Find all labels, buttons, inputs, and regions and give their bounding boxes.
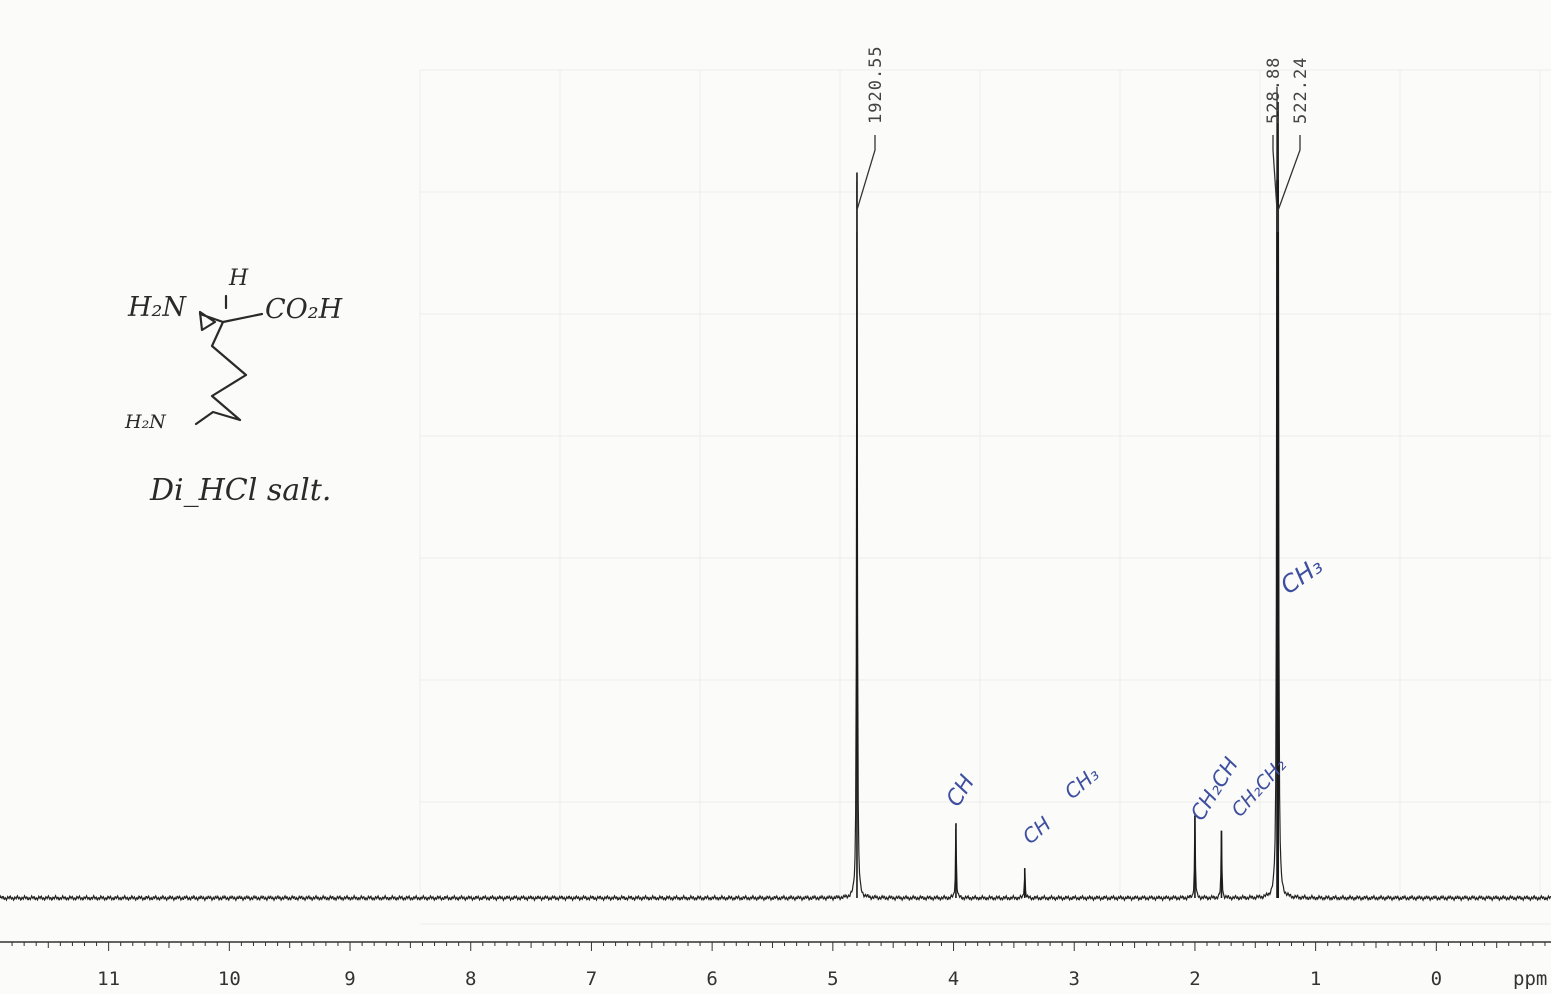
leader-line <box>1272 135 1278 232</box>
tick-label-6: 6 <box>706 968 717 990</box>
tick-label-9: 9 <box>344 968 355 990</box>
assignment-ch3-3-4: CH₃ <box>1060 762 1104 804</box>
structure-bonds <box>194 294 264 426</box>
leader-line <box>856 135 876 232</box>
assignment-ch-3-4: CH <box>1018 812 1056 849</box>
peak-label-522.24: 522.24 <box>1291 57 1311 124</box>
plot-area <box>0 86 1551 902</box>
peak-label-group: 1920.55 528.88 522.24 <box>856 45 1311 232</box>
ppm-axis: 11 10 9 8 7 6 5 4 3 2 1 0 ppm <box>0 941 1551 990</box>
peak-label-1920.55: 1920.55 <box>866 45 886 124</box>
tick-label-7: 7 <box>586 968 597 990</box>
tick-label-8: 8 <box>465 968 476 990</box>
structure-annotation: H H₂N CO₂H H₂N Di_HCl salt. <box>124 266 343 508</box>
tick-label-2: 2 <box>1189 968 1200 990</box>
assignment-ch3-1-3: CH₃ <box>1275 551 1327 599</box>
structure-side-amine-label: H₂N <box>124 411 167 433</box>
faint-background-grid <box>419 69 1551 925</box>
assignment-ch-4-0: CH <box>942 771 980 811</box>
structure-amine-label: H₂N <box>127 292 187 323</box>
peak-assignments: CH CH CH₃ CH₂CH CH₂CH₂ CH₃ <box>942 551 1328 848</box>
salt-label: Di_HCl salt. <box>149 473 331 508</box>
tick-label-11: 11 <box>97 968 120 990</box>
tick-label-0: 0 <box>1431 968 1442 990</box>
x-axis-label: ppm <box>1513 968 1547 990</box>
leader-line <box>1277 135 1301 232</box>
structure-acid-label: CO₂H <box>265 294 343 325</box>
structure-h-label: H <box>228 266 249 291</box>
spectrum-trace <box>0 86 1551 902</box>
tick-label-4: 4 <box>948 968 959 990</box>
tick-label-3: 3 <box>1069 968 1080 990</box>
tick-label-10: 10 <box>218 968 241 990</box>
tick-label-1: 1 <box>1310 968 1321 990</box>
peak-label-528.88: 528.88 <box>1264 57 1284 124</box>
tick-label-5: 5 <box>827 968 838 990</box>
